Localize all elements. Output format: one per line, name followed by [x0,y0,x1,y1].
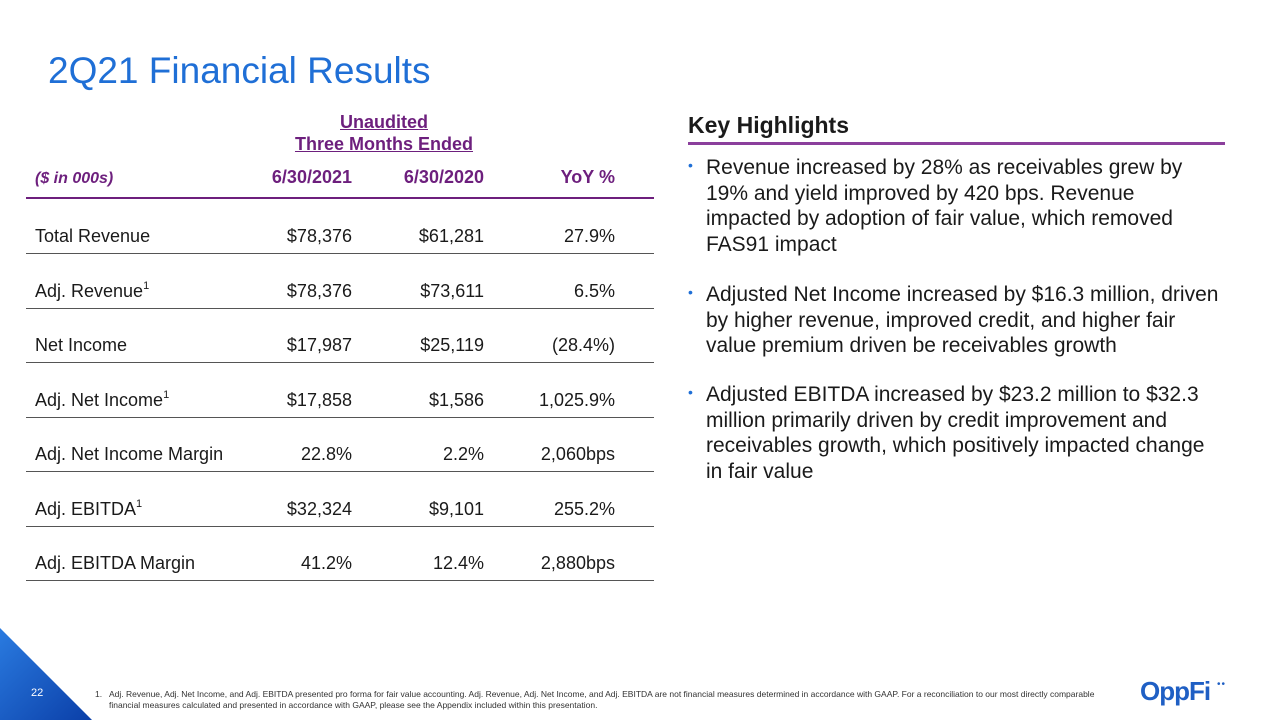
row-label-text: Net Income [35,335,128,355]
row-label-text: Adj. Net Income Margin [35,444,224,464]
bullet-icon: • [688,284,693,300]
table-group-header-period: Three Months Ended [294,134,473,154]
row-value: 255.2% [553,498,615,519]
row-value: 2.2% [442,444,484,464]
logo-dots: •• [1217,679,1227,690]
table-row: Adj. EBITDA Margin 41.2% 12.4% 2,880bps [26,526,654,581]
logo-text: OppFi [1140,676,1211,706]
row-value: $73,611 [420,280,484,301]
footnote-marker: 1 [143,279,150,292]
row-value: 22.8% [300,444,352,464]
row-value: 1,025.9% [538,389,615,410]
highlights-divider [688,142,1225,145]
column-header-2021: 6/30/2021 [271,167,352,187]
row-label-text: Total Revenue [35,226,151,246]
column-header-yoy: YoY % [560,167,615,187]
row-value: $25,119 [420,335,484,355]
highlight-text: Revenue increased by 28% as receivables … [706,156,1183,256]
footnote-number: 1. [95,689,103,699]
row-label-text: Adj. EBITDA [35,498,137,519]
row-value: $78,376 [286,226,352,246]
row-label: Adj. Net Income Margin [35,444,223,465]
row-value: $17,858 [286,389,352,410]
row-value: $61,281 [418,226,484,246]
oppfi-logo: OppFi •• [1140,676,1225,706]
table-header-divider [26,197,654,199]
row-value: 6.5% [573,280,615,301]
row-value: $78,376 [286,280,352,301]
table-row: Adj. Net Income1 $17,858 $1,586 1,025.9% [26,363,654,418]
highlights-title: Key Highlights [688,112,850,138]
row-label: Total Revenue [35,226,150,247]
bullet-icon: • [688,384,693,400]
row-label: Adj. Net Income1 [35,388,170,411]
row-label: Adj. Revenue1 [35,279,150,302]
row-label: Adj. EBITDA Margin [35,553,195,574]
page-number: 22 [31,687,44,699]
units-label: ($ in 000s) [35,170,114,187]
footnote-marker: 1 [136,497,143,510]
row-value: 2,060bps [540,444,615,464]
row-value: 41.2% [300,553,352,573]
row-value: $9,101 [428,498,484,519]
row-value: (28.4%) [551,335,615,355]
corner-decoration [0,628,92,720]
row-label: Adj. EBITDA1 [35,497,143,520]
bullet-icon: • [688,157,693,173]
table-row: Adj. EBITDA1 $32,324 $9,101 255.2% [26,472,654,527]
row-value: $32,324 [286,498,352,519]
table-row: Adj. Net Income Margin 22.8% 2.2% 2,060bps [26,417,654,472]
row-label: Net Income [35,335,127,356]
row-label-text: Adj. EBITDA Margin [35,553,196,573]
table-row: Adj. Revenue1 $78,376 $73,611 6.5% [26,254,654,309]
highlight-text: Adjusted EBITDA increased by $23.2 milli… [706,383,1205,483]
row-value: $1,586 [428,389,484,410]
table-row: Net Income $17,987 $25,119 (28.4%) [26,308,654,363]
footnote-text: Adj. Revenue, Adj. Net Income, and Adj. … [109,689,1095,710]
row-label-text: Adj. Revenue [35,280,144,301]
row-value: 2,880bps [540,553,615,573]
footnote-marker: 1 [163,388,170,401]
row-value: $17,987 [286,335,352,355]
row-value: 27.9% [563,226,615,246]
table-group-header-unaudited: Unaudited [340,112,428,132]
highlight-text: Adjusted Net Income increased by $16.3 m… [706,283,1219,357]
page-title: 2Q21 Financial Results [48,50,431,91]
row-label-text: Adj. Net Income [35,389,164,410]
table-row: Total Revenue $78,376 $61,281 27.9% [26,199,654,254]
row-value: 12.4% [432,553,484,573]
column-header-2020: 6/30/2020 [403,167,484,187]
